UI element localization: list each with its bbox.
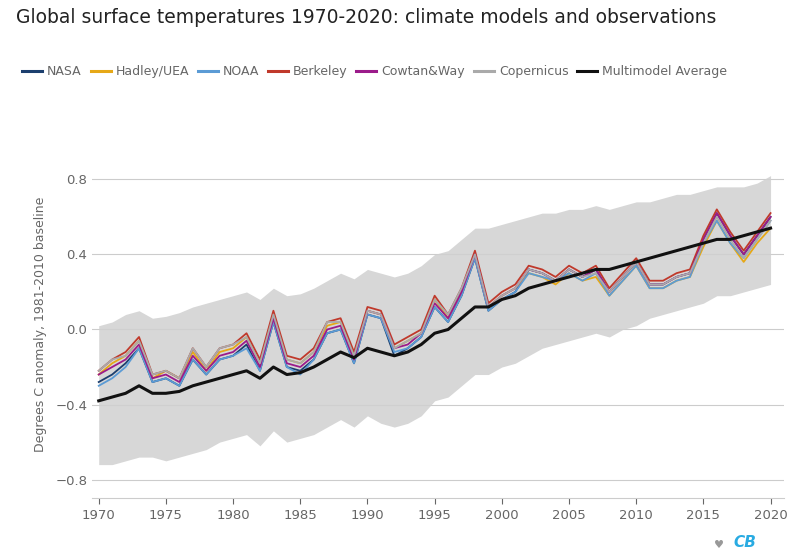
Text: Global surface temperatures 1970-2020: climate models and observations: Global surface temperatures 1970-2020: c… [16,8,716,27]
Legend: NASA, Hadley/UEA, NOAA, Berkeley, Cowtan&Way, Copernicus, Multimodel Average: NASA, Hadley/UEA, NOAA, Berkeley, Cowtan… [22,65,727,78]
Text: ♥: ♥ [714,540,724,550]
Y-axis label: Degrees C anomaly, 1981-2010 baseline: Degrees C anomaly, 1981-2010 baseline [34,197,47,452]
Text: CB: CB [733,535,756,550]
